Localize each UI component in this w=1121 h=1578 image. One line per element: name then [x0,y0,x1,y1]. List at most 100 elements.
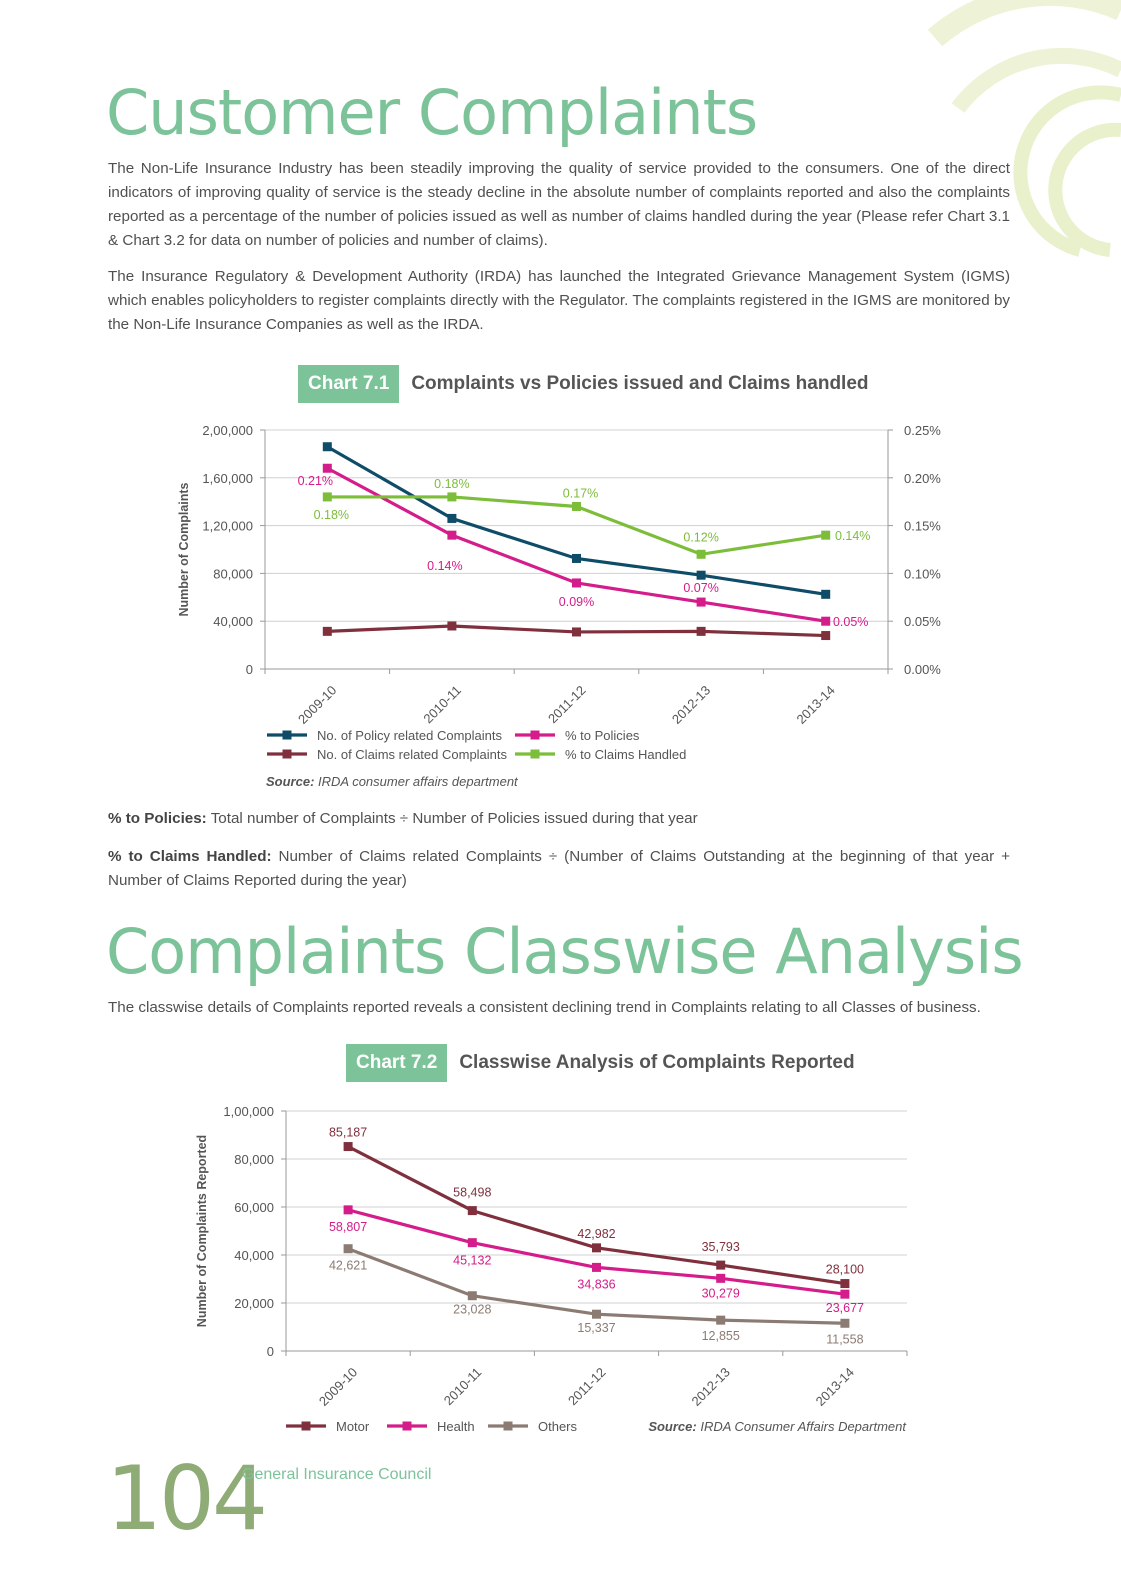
data-point [716,1315,726,1325]
legend-label: % to Policies [565,728,640,743]
y-tick-label: 2,00,000 [202,423,253,438]
data-point [343,1244,353,1254]
data-point [696,570,706,580]
legend-label: No. of Policy related Complaints [317,728,502,743]
definition-term: % to Claims Handled: [108,848,272,865]
classwise-paragraph: The classwise details of Complaints repo… [108,999,981,1016]
definition-percent-to-policies: % to Policies: Total number of Complaint… [108,807,1010,831]
data-label: 28,100 [826,1263,864,1277]
data-label: 45,132 [453,1254,491,1268]
data-label: 58,498 [453,1186,491,1200]
data-label: 34,836 [577,1277,615,1291]
data-label: 0.18% [434,477,469,491]
data-point [572,501,581,511]
data-point [840,1318,850,1328]
data-point [696,549,706,559]
chart-7-2: 1,00,000 80,000 60,000 40,000 20,000 0 2009-10… [195,1104,908,1434]
chart-7-1: 2,00,000 1,60,000 1,20,000 80,000 40,000 0 0.2… [177,423,941,789]
y2-tick-label: 0.25% [904,423,941,438]
data-point [572,627,581,637]
data-point [467,1238,477,1248]
data-point [592,1262,601,1272]
data-point [840,1289,850,1299]
x-tick-label: 2010-11 [420,683,464,727]
data-label: 0.21% [298,474,333,488]
chart-name: Classwise Analysis of Complaints Reporte… [459,1052,855,1073]
data-label: 23,028 [453,1303,491,1317]
data-label: 42,621 [329,1259,367,1273]
legend-label: % to Claims Handled [565,747,686,762]
legend-swatch-marker [301,1421,311,1431]
data-label: 15,337 [577,1321,615,1335]
legend-swatch-marker [530,749,540,759]
source-label: Source: [648,1419,700,1434]
data-label: 0.05% [833,615,868,629]
data-point [821,530,831,540]
source-note: Source: IRDA Consumer Affairs Department [648,1419,907,1434]
legend-swatch-marker [402,1421,412,1431]
data-label: 12,855 [702,1329,740,1343]
chart-name: Complaints vs Policies issued and Claims… [411,373,869,394]
y-tick-label: 0 [267,1344,274,1359]
data-label: 11,558 [826,1332,863,1346]
y2-tick-label: 0.00% [904,662,941,677]
footer-org-name: General Insurance Council [242,1466,432,1483]
data-point [322,463,332,473]
source-note: Source: IRDA consumer affairs department [266,774,519,789]
data-label: 0.17% [563,486,598,500]
section-title-customer-complaints: Customer Complaints [106,76,758,149]
data-label: 0.14% [427,559,462,573]
legend-swatch-marker [503,1421,513,1431]
data-label: 35,793 [702,1240,740,1254]
x-tick-label: 2013-14 [813,1365,857,1409]
data-point [821,616,831,626]
data-point [343,1205,353,1215]
chart-7-2-heading: Chart 7.2 Classwise Analysis of Complain… [346,1044,855,1082]
data-point [322,442,332,452]
y-tick-label: 80,000 [213,566,253,581]
definition-text: Number of Claims related Complaints ÷ (N… [108,848,1010,889]
legend-swatch-marker [530,730,540,740]
x-tick-label: 2011-12 [545,683,589,727]
data-point [467,1206,477,1216]
legend-swatch-marker [282,730,292,740]
data-point [447,492,457,502]
decorative-arcs [927,0,1121,257]
igms-paragraph: The Insurance Regulatory & Development A… [108,268,1010,333]
x-tick-label: 2009-10 [316,1365,360,1409]
legend-swatch-marker [282,749,292,759]
x-tick-label: 2012-13 [669,683,713,727]
data-label: 30,279 [702,1286,740,1300]
source-text: IRDA consumer affairs department [318,774,519,789]
data-point [447,530,457,540]
y2-tick-label: 0.05% [904,614,941,629]
data-point [343,1142,353,1152]
data-label: 85,187 [329,1126,367,1140]
data-point [322,626,332,636]
chart-tag: Chart 7.1 [298,365,400,403]
y-tick-label: 40,000 [213,614,253,629]
y-tick-label: 0 [246,662,253,677]
legend-label: Health [437,1419,475,1434]
data-label: 0.14% [835,529,870,543]
y-tick-label: 40,000 [234,1248,274,1263]
data-point [840,1279,850,1289]
legend-label: Motor [336,1419,370,1434]
y-tick-label: 20,000 [234,1296,274,1311]
y-tick-label: 1,60,000 [202,471,253,486]
x-tick-label: 2011-12 [565,1365,609,1409]
data-label: 0.09% [559,595,594,609]
y-tick-label: 1,20,000 [202,519,253,534]
data-label: 0.12% [683,530,718,544]
data-point [821,589,831,599]
y2-tick-label: 0.15% [904,519,941,534]
intro-paragraph: The Non-Life Insurance Industry has been… [108,160,1010,249]
y-tick-label: 1,00,000 [223,1104,274,1119]
x-tick-label: 2013-14 [793,683,837,727]
data-label: 0.18% [314,508,349,522]
definition-term: % to Policies: [108,810,207,827]
data-point [447,621,457,631]
series-line [326,445,826,596]
data-point [322,492,332,502]
chart-7-1-heading: Chart 7.1 Complaints vs Policies issued … [298,365,869,403]
